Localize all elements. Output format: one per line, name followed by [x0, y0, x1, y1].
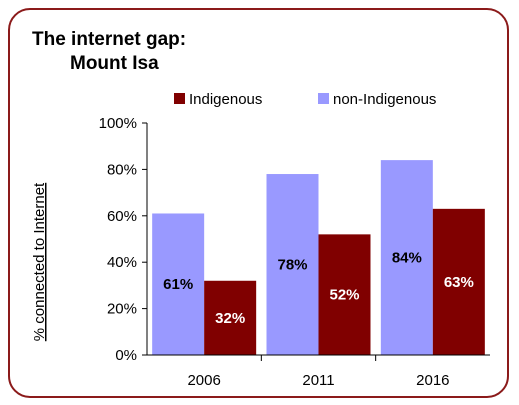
- legend-swatch: [318, 93, 329, 104]
- data-label: 84%: [392, 250, 422, 267]
- y-tick-label: 0%: [115, 347, 137, 364]
- y-tick-label: 100%: [99, 115, 137, 132]
- chart-title: The internet gap: Mount Isa: [32, 28, 186, 76]
- data-label: 63%: [444, 274, 474, 291]
- bar-non-indigenous-2006: [152, 213, 205, 355]
- y-tick-label: 80%: [107, 161, 137, 178]
- data-label: 78%: [277, 257, 307, 274]
- legend-swatch: [174, 93, 185, 104]
- legend: Indigenous non-Indigenous: [174, 91, 436, 108]
- x-tick-label: 2011: [302, 372, 334, 389]
- x-tick-label: 2016: [416, 372, 449, 389]
- legend-label: non-Indigenous: [333, 91, 436, 108]
- bars: 61% 32% 78% 52% 84% 63%: [152, 160, 485, 355]
- bar-indigenous-2016: [432, 208, 485, 355]
- y-tick-label: 40%: [107, 254, 137, 271]
- chart-title-line1: The internet gap:: [32, 29, 187, 50]
- legend-label: Indigenous: [189, 91, 262, 108]
- data-label: 61%: [163, 276, 193, 293]
- data-label: 32%: [215, 310, 245, 327]
- bar-non-indigenous-2016: [380, 160, 433, 355]
- y-axis-label: % connected to Internet: [31, 182, 48, 341]
- chart-subtitle: Mount Isa: [70, 53, 159, 74]
- bar-indigenous-2006: [204, 280, 257, 355]
- x-axis: 2006 2011 2016: [147, 354, 490, 389]
- y-tick-label: 20%: [107, 301, 137, 318]
- y-axis: 0% 20% 40% 60% 80% 100%: [99, 115, 148, 364]
- data-label: 52%: [329, 287, 359, 304]
- y-tick-label: 60%: [107, 208, 137, 225]
- x-tick-label: 2006: [187, 372, 220, 389]
- bar-indigenous-2011: [318, 234, 371, 355]
- bar-non-indigenous-2011: [266, 174, 319, 355]
